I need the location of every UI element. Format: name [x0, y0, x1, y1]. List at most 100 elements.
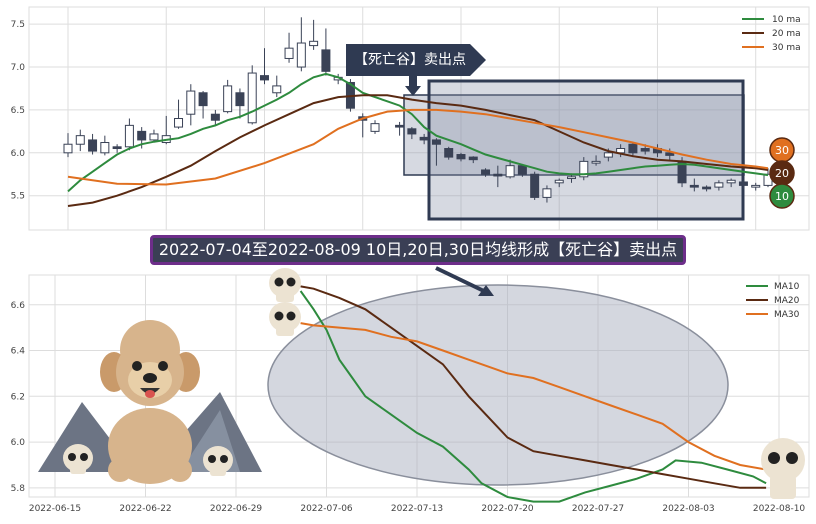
- candle-body: [137, 130, 147, 141]
- candle-body: [493, 173, 503, 177]
- legend-label: 20 ma: [772, 29, 801, 39]
- candle-body: [210, 113, 220, 121]
- candle-body: [63, 143, 73, 154]
- candle-body: [370, 123, 380, 132]
- skull-decoration-1: [269, 268, 301, 302]
- ma-line-10-ma: [67, 72, 769, 193]
- top-legend: 10 ma 20 ma 30 ma: [742, 15, 801, 53]
- top-ytick-label: 6.0: [11, 149, 26, 159]
- top-ytick-label: 5.5: [11, 192, 25, 202]
- candle-body: [235, 92, 245, 107]
- candle-body: [542, 188, 552, 198]
- candle-body: [751, 184, 761, 188]
- candle-body: [419, 136, 429, 141]
- candle-body: [468, 156, 478, 161]
- skull-decoration-2: [269, 302, 301, 336]
- candle-body: [714, 182, 724, 188]
- bottom-x-ticks: 2022-06-15 2022-06-22 2022-06-29 2022-07-06…: [29, 504, 806, 514]
- callout-label: 【死亡谷】卖出点: [354, 52, 466, 68]
- candle-body: [689, 184, 699, 188]
- bottom-legend: MA10 MA20 MA30: [746, 282, 800, 320]
- ma-badges: 30 20 10: [769, 137, 795, 209]
- candle-body: [186, 90, 196, 115]
- pattern-box-outer: [427, 79, 745, 221]
- candle-body: [481, 169, 491, 175]
- candle-body: [75, 135, 85, 145]
- candle-body: [198, 92, 208, 107]
- ma-badge-label: 10: [775, 190, 789, 203]
- bottom-xtick-label: 2022-07-27: [572, 504, 624, 514]
- ma-line-30-ma: [67, 108, 769, 186]
- bottom-ytick-label: 6.0: [11, 438, 26, 448]
- candle-body: [149, 133, 159, 141]
- candle-body: [554, 179, 564, 184]
- bottom-ytick-label: 6.6: [11, 301, 26, 311]
- candle-body: [738, 181, 748, 186]
- candle-body: [100, 142, 110, 154]
- top-ytick-label: 6.5: [11, 106, 25, 116]
- candle-body: [284, 47, 294, 59]
- death-valley-callout: 【死亡谷】卖出点: [346, 44, 486, 76]
- candle-body: [505, 165, 515, 178]
- candle-body: [444, 148, 454, 158]
- candle-body: [124, 124, 134, 148]
- candle-body: [628, 143, 638, 154]
- candle-body: [88, 139, 98, 152]
- candle-body: [296, 42, 306, 68]
- candle-body: [591, 160, 601, 164]
- ma-badge-label: 30: [775, 144, 789, 157]
- banner-title: 2022-07-04至2022-08-09 10日,20日,30日均线形成【死亡…: [150, 235, 686, 265]
- candle-body: [407, 128, 417, 135]
- bottom-xtick-label: 2022-06-22: [119, 504, 171, 514]
- bottom-y-ticks: 5.8 6.0 6.2 6.4 6.6: [11, 301, 26, 494]
- top-ma-lines: [67, 72, 769, 207]
- skull-decoration-4: [203, 446, 233, 476]
- ma-line-MA30: [300, 322, 767, 471]
- ma-badge: [769, 183, 795, 209]
- candle-body: [702, 186, 712, 190]
- legend-label: MA10: [774, 282, 800, 292]
- bottom-xtick-label: 2022-08-10: [753, 504, 806, 514]
- callout-arrow: [346, 44, 486, 96]
- candle-body: [223, 85, 233, 113]
- top-ytick-label: 7.0: [11, 63, 26, 73]
- bottom-xtick-label: 2022-07-20: [481, 504, 534, 514]
- candle-body: [259, 75, 269, 81]
- candle-body: [640, 148, 650, 152]
- candle-body: [431, 139, 441, 145]
- bottom-ma-lines: [299, 285, 767, 503]
- legend-label: 30 ma: [772, 43, 801, 53]
- candle-body: [456, 154, 466, 160]
- candle-body: [112, 146, 122, 150]
- candle-body: [321, 49, 331, 72]
- bottom-xtick-label: 2022-06-29: [210, 504, 263, 514]
- skull-decoration-5: [761, 438, 805, 499]
- legend-label: MA30: [774, 310, 800, 320]
- top-ytick-label: 7.5: [11, 20, 25, 30]
- candle-body: [603, 152, 613, 158]
- ma-badge-label: 20: [775, 167, 789, 180]
- legend-label: 10 ma: [772, 15, 801, 25]
- bottom-xtick-label: 2022-07-13: [391, 504, 443, 514]
- candle-body: [579, 160, 589, 178]
- skull-decoration-3: [63, 444, 93, 474]
- highlight-ellipse: [267, 284, 729, 486]
- candle-body: [726, 179, 736, 184]
- bottom-xtick-label: 2022-07-06: [300, 504, 353, 514]
- candle-body: [567, 176, 577, 180]
- candle-body: [517, 165, 527, 175]
- ma-line-MA10: [299, 290, 767, 503]
- ma-line-MA20: [300, 285, 767, 489]
- candle-body: [272, 85, 282, 94]
- bottom-xtick-label: 2022-08-03: [662, 504, 714, 514]
- candles: [63, 17, 773, 203]
- candle-body: [174, 118, 184, 128]
- bottom-ytick-label: 6.4: [11, 347, 26, 357]
- bottom-ytick-label: 5.8: [11, 484, 26, 494]
- candle-body: [530, 173, 540, 198]
- bottom-ytick-label: 6.2: [11, 392, 25, 402]
- candle-body: [665, 152, 675, 156]
- ma-line-20-ma: [67, 94, 769, 207]
